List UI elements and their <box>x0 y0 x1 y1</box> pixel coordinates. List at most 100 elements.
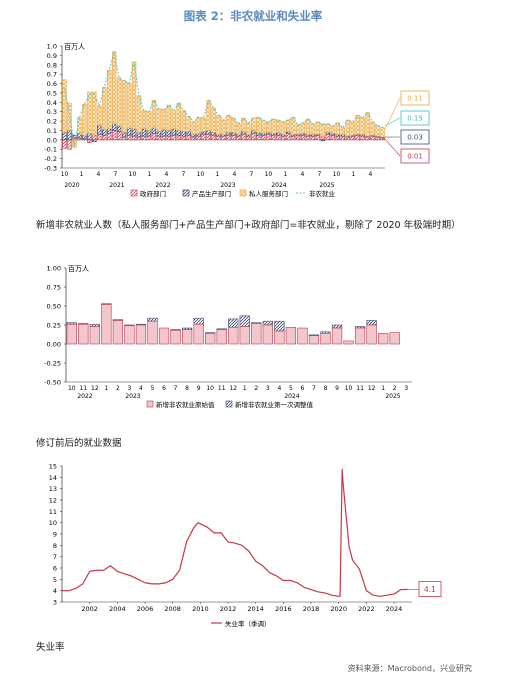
x-tick-label: 7 <box>174 385 178 392</box>
original-bar <box>343 340 354 345</box>
legend-label: 失业率（季调） <box>225 619 271 628</box>
chart3-caption: 失业率 <box>36 642 65 653</box>
unemployment-line <box>62 468 408 597</box>
government-bar <box>161 135 167 141</box>
goods-bar <box>102 129 107 136</box>
private-services-bar <box>82 103 87 136</box>
callout-box <box>400 129 430 145</box>
callout-label: 0.11 <box>407 95 423 103</box>
y-tick-label: 11 <box>49 508 57 516</box>
government-bar <box>171 134 177 141</box>
government-bar <box>211 134 216 141</box>
government-bar <box>251 132 256 141</box>
government-bar <box>330 134 336 141</box>
goods-bar <box>320 139 326 142</box>
nonfarm-components-chart: 百万人 1.00.90.8 0.70.60.5 0.40.3 0.20.10.0 -0.1… <box>44 43 430 198</box>
goods-bar <box>181 131 186 137</box>
x-tick-label: 2004 <box>109 605 126 613</box>
x-tick-label: 2022 <box>358 605 375 613</box>
y-tick-label: 9 <box>53 531 57 539</box>
x-tick-label: 10 <box>333 171 341 178</box>
chart2-caption: 修订前后的就业数据 <box>36 438 122 449</box>
callout-leader <box>384 138 401 157</box>
original-bar <box>147 320 158 345</box>
x-year-label: 2024 <box>271 182 286 189</box>
government-bar <box>256 134 261 141</box>
goods-bar <box>201 131 206 135</box>
x-tick-label: 5 <box>151 385 155 392</box>
private-services-bar <box>201 117 206 132</box>
y-tick-label: 3 <box>53 599 57 607</box>
x-tick-label: 4 <box>277 385 281 392</box>
x-tick-label: 2014 <box>247 605 264 613</box>
original-bar <box>216 329 227 345</box>
y-tick-label: 0.3 <box>47 108 57 116</box>
original-bar <box>285 326 297 345</box>
callout-label: 0.01 <box>407 153 423 161</box>
y-tick-label: 6 <box>53 565 57 573</box>
private-services-bar <box>246 122 251 135</box>
x-tick-label: 11 <box>356 385 364 392</box>
x-tick-label: 2 <box>254 385 258 392</box>
goods-bar <box>151 127 157 134</box>
government-bar <box>375 136 380 141</box>
goods-bar <box>92 139 97 143</box>
x-tick-label: 2018 <box>303 605 320 613</box>
private-services-bar <box>270 118 276 134</box>
government-bar <box>305 135 311 141</box>
y-tick-label: 5 <box>53 576 57 584</box>
private-services-bar <box>320 123 326 137</box>
private-services-bar <box>121 80 127 133</box>
x-tick-label: 6 <box>301 385 305 392</box>
revision-bar <box>366 320 377 326</box>
original-bar <box>262 324 273 345</box>
government-bar <box>97 133 102 141</box>
original-bar <box>78 323 89 345</box>
original-bar <box>135 324 147 345</box>
x-tick-label: 1 <box>104 385 108 392</box>
private-services-bar <box>355 115 360 135</box>
original-bar <box>228 326 239 345</box>
revision-bar <box>89 323 100 327</box>
private-services-bar <box>305 118 311 135</box>
original-bar <box>366 324 377 345</box>
x-tick-label: 2002 <box>81 605 98 613</box>
goods-bar <box>275 131 281 136</box>
x-tick-label: 4 <box>165 171 169 178</box>
callout-label: 4.1 <box>424 585 436 594</box>
x-year-label: 2024 <box>284 393 299 400</box>
x-year-label: 2022 <box>155 182 170 189</box>
callout-label: 0.03 <box>407 134 423 142</box>
x-tick-label: 3 <box>404 385 408 392</box>
goods-bar <box>87 132 92 141</box>
government-bar <box>365 136 370 141</box>
private-services-bar <box>186 116 191 132</box>
nonfarm-line <box>63 51 383 146</box>
y-tick-label: 0.75 <box>47 284 61 292</box>
government-bar <box>320 135 326 141</box>
legend-swatch <box>130 189 138 197</box>
goods-bar <box>161 129 167 137</box>
original-bar <box>89 326 100 345</box>
x-tick-label: 10 <box>197 171 205 178</box>
private-services-bar <box>345 119 350 137</box>
callout-box <box>400 110 430 126</box>
legend-swatch <box>239 189 247 197</box>
government-bar <box>350 135 355 141</box>
y-tick-label: 0.9 <box>47 52 57 60</box>
private-services-bar <box>325 123 331 133</box>
goods-bar <box>241 131 246 135</box>
goods-bar <box>62 131 67 141</box>
government-bar <box>206 133 211 141</box>
y-tick-label: 0.50 <box>47 303 61 311</box>
x-tick-label: 1 <box>148 171 152 178</box>
y-tick-label: 1.0 <box>47 43 57 51</box>
government-bar <box>111 130 117 141</box>
y-tick-label: -0.3 <box>44 165 57 173</box>
private-services-bar <box>340 127 345 135</box>
goods-bar <box>126 127 132 136</box>
original-bar <box>124 325 135 345</box>
government-bar <box>106 132 112 141</box>
revision-bar <box>331 324 343 329</box>
government-bar <box>186 134 191 141</box>
